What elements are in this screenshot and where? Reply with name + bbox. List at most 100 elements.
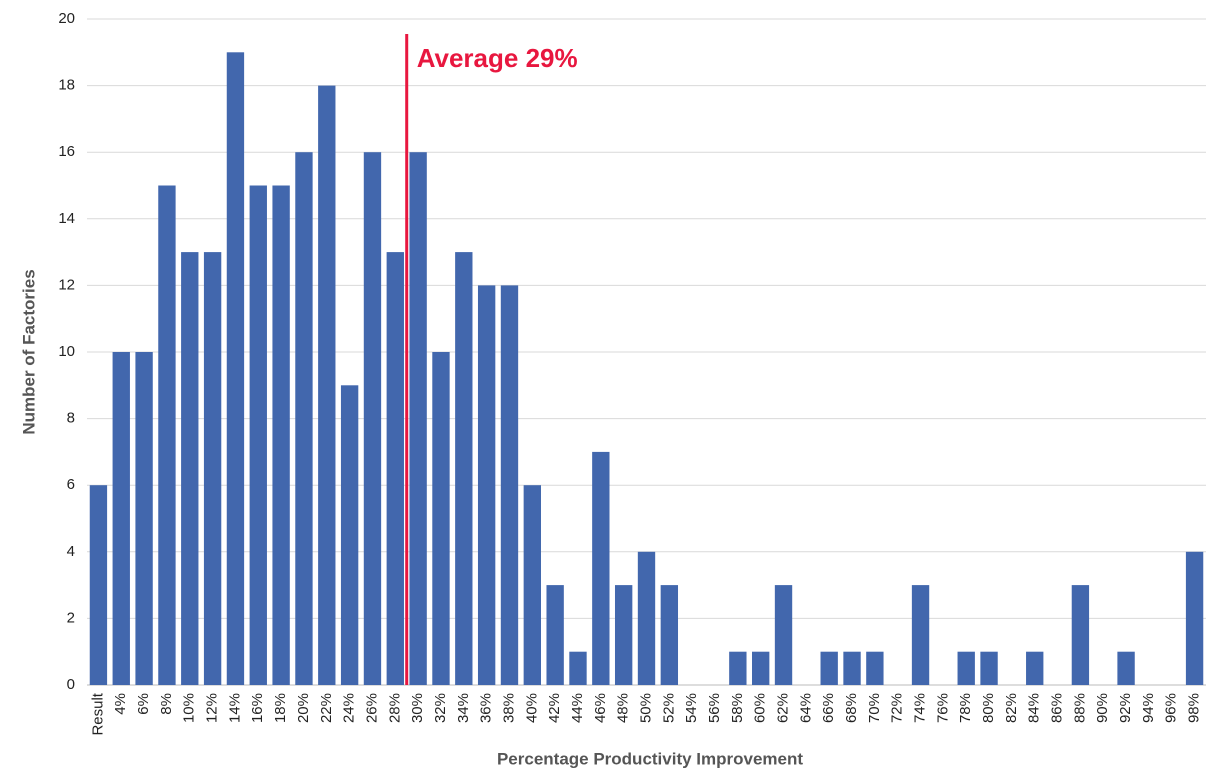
bar bbox=[112, 352, 130, 685]
bar bbox=[135, 352, 153, 685]
x-tick-label: 36% bbox=[478, 693, 495, 723]
x-tick-label: 86% bbox=[1049, 693, 1066, 723]
x-tick-label: 68% bbox=[843, 693, 860, 723]
x-tick-label: 62% bbox=[774, 693, 791, 723]
bar bbox=[866, 651, 884, 685]
x-tick-label: 60% bbox=[752, 693, 769, 723]
bar bbox=[1117, 651, 1135, 685]
x-tick-label: 84% bbox=[1026, 693, 1043, 723]
x-tick-label: 44% bbox=[569, 693, 586, 723]
y-tick-label: 18 bbox=[58, 77, 75, 94]
y-tick-label: 8 bbox=[67, 410, 75, 427]
x-tick-label: 48% bbox=[615, 693, 632, 723]
y-tick-label: 4 bbox=[67, 543, 75, 560]
bar bbox=[340, 385, 359, 685]
x-tick-label: 76% bbox=[934, 693, 951, 723]
y-tick-label: 10 bbox=[58, 343, 75, 360]
bar bbox=[957, 651, 975, 685]
bar bbox=[249, 185, 267, 685]
x-tick-label: 64% bbox=[797, 693, 814, 723]
bar bbox=[363, 152, 382, 685]
x-tick-label: Result bbox=[89, 692, 106, 735]
x-tick-label: 40% bbox=[523, 693, 540, 723]
y-tick-label: 2 bbox=[67, 609, 75, 626]
bar bbox=[226, 52, 245, 686]
x-tick-label: 46% bbox=[592, 693, 609, 723]
x-tick-label: 16% bbox=[249, 693, 266, 723]
x-tick-label: 22% bbox=[318, 693, 335, 723]
x-tick-label: 30% bbox=[409, 693, 426, 723]
bar bbox=[774, 585, 793, 685]
x-axis-title: Percentage Productivity Improvement bbox=[497, 749, 803, 768]
x-tick-label: 20% bbox=[295, 693, 312, 723]
bar bbox=[752, 651, 770, 685]
x-tick-label: 82% bbox=[1003, 693, 1020, 723]
x-tick-label: 32% bbox=[432, 693, 449, 723]
x-tick-label: 26% bbox=[363, 693, 380, 723]
x-tick-label: 94% bbox=[1140, 693, 1157, 723]
x-tick-label: 56% bbox=[706, 693, 723, 723]
bar bbox=[500, 285, 519, 685]
bar bbox=[569, 651, 587, 685]
y-tick-label: 12 bbox=[58, 276, 75, 293]
bar bbox=[158, 185, 176, 685]
bar bbox=[455, 252, 473, 685]
y-tick-label: 0 bbox=[67, 676, 75, 693]
x-tick-label: 12% bbox=[204, 693, 221, 723]
bar bbox=[660, 585, 679, 685]
x-tick-label: 78% bbox=[957, 693, 974, 723]
x-tick-label: 88% bbox=[1071, 693, 1088, 723]
x-tick-label: 70% bbox=[866, 693, 883, 723]
x-tick-label: 74% bbox=[912, 693, 929, 723]
x-tick-label: 90% bbox=[1094, 693, 1111, 723]
x-tick-label: 4% bbox=[112, 693, 129, 715]
x-tick-label: 98% bbox=[1186, 693, 1203, 723]
bar bbox=[1071, 585, 1090, 685]
bar bbox=[318, 85, 336, 686]
bar bbox=[89, 485, 108, 685]
bar bbox=[432, 352, 450, 685]
x-tick-label: 38% bbox=[500, 693, 517, 723]
y-tick-label: 16 bbox=[58, 143, 75, 160]
y-tick-label: 6 bbox=[67, 476, 75, 493]
bar bbox=[386, 252, 404, 685]
x-tick-label: 72% bbox=[889, 693, 906, 723]
bar bbox=[820, 651, 838, 685]
x-tick-label: 96% bbox=[1163, 693, 1180, 723]
x-tick-label: 14% bbox=[226, 693, 243, 723]
bar bbox=[295, 152, 313, 685]
x-tick-label: 34% bbox=[455, 693, 472, 723]
bar bbox=[203, 252, 222, 685]
x-tick-label: 42% bbox=[546, 693, 563, 723]
x-tick-label: 58% bbox=[729, 693, 746, 723]
bar bbox=[409, 152, 427, 685]
bar bbox=[843, 651, 861, 685]
x-tick-label: 66% bbox=[820, 693, 837, 723]
x-tick-label: 18% bbox=[272, 693, 289, 723]
y-tick-label: 20 bbox=[58, 10, 75, 27]
bar bbox=[181, 252, 199, 685]
bar bbox=[1026, 651, 1044, 685]
bar bbox=[980, 651, 998, 685]
bar bbox=[911, 585, 930, 685]
bar bbox=[614, 585, 633, 685]
y-tick-label: 14 bbox=[58, 210, 75, 227]
bar bbox=[729, 651, 747, 685]
x-tick-label: 10% bbox=[181, 693, 198, 723]
x-tick-label: 8% bbox=[158, 693, 175, 715]
bar bbox=[637, 551, 656, 685]
bar bbox=[477, 285, 496, 685]
annotation-label: Average 29% bbox=[417, 43, 578, 73]
y-axis-title: Number of Factories bbox=[19, 269, 38, 434]
bar bbox=[546, 585, 564, 685]
x-tick-label: 52% bbox=[660, 693, 677, 723]
x-tick-label: 54% bbox=[683, 693, 700, 723]
x-tick-label: 24% bbox=[341, 693, 358, 723]
bar bbox=[1185, 551, 1204, 685]
x-tick-label: 28% bbox=[386, 693, 403, 723]
x-tick-label: 50% bbox=[637, 693, 654, 723]
x-tick-label: 80% bbox=[980, 693, 997, 723]
bar bbox=[592, 451, 610, 685]
x-tick-label: 6% bbox=[135, 693, 152, 715]
